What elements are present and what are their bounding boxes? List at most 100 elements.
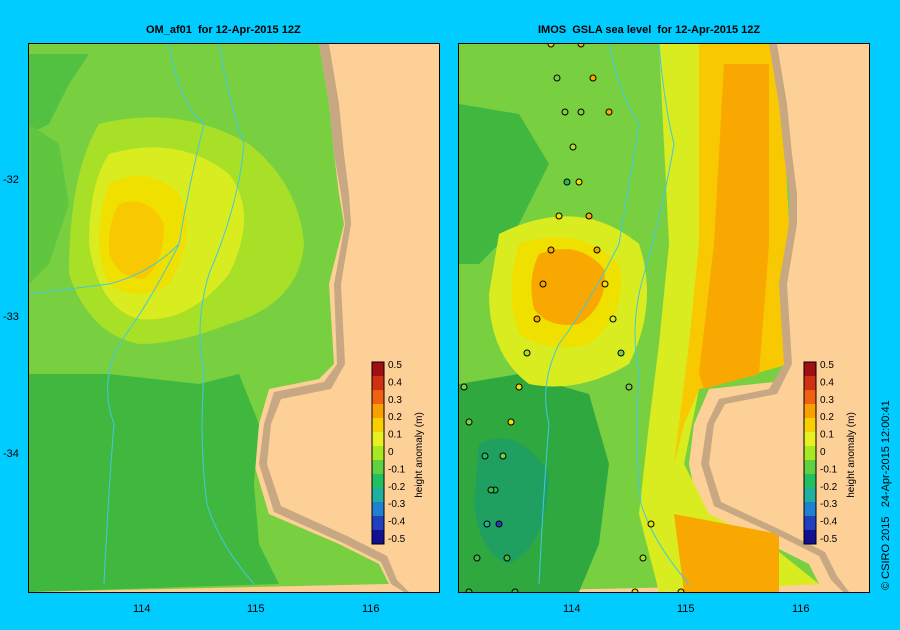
land-mass <box>267 44 439 592</box>
ocean-low-lobe <box>29 124 69 284</box>
colorbar-swatch <box>804 460 816 475</box>
observation-point <box>609 315 617 323</box>
colorbar-tick-label: -0.4 <box>820 517 838 528</box>
colorbar-tick-label: -0.1 <box>388 464 406 475</box>
ocean-high-lobe <box>699 64 769 389</box>
colorbar-swatch <box>372 432 384 447</box>
observation-point <box>647 520 655 528</box>
observation-point <box>547 44 555 48</box>
colorbar-swatch <box>372 474 384 489</box>
observation-point <box>605 108 613 116</box>
left-map-panel <box>28 43 440 593</box>
lon-tick: 115 <box>677 603 695 615</box>
colorbar-swatch <box>372 530 384 545</box>
colorbar-tick-label: -0.5 <box>820 534 838 545</box>
colorbar-swatch <box>804 488 816 503</box>
observation-point <box>639 554 647 562</box>
colorbar-swatch <box>372 418 384 433</box>
colorbar-tick-label: 0.4 <box>388 377 402 388</box>
lon-tick: 114 <box>133 603 151 615</box>
lat-tick: -32 <box>3 174 19 186</box>
colorbar-left: 0.5 0.4 0.3 0.2 0.1 0 -0.1 -0.2 -0.3 -0.4 -0.5 heig… <box>370 360 430 550</box>
colorbar-tick-label: 0.1 <box>388 430 402 441</box>
observation-point <box>553 74 561 82</box>
right-panel-title: IMOS GSLA sea level for 12-Apr-2015 12Z <box>538 24 761 36</box>
observation-point <box>593 246 601 254</box>
observation-point <box>563 178 571 186</box>
colorbar-border <box>371 361 385 545</box>
colorbar-tick-label: 0.2 <box>388 412 402 423</box>
colorbar-swatch <box>804 530 816 545</box>
observation-point <box>507 418 515 426</box>
bathymetry-line <box>538 44 640 585</box>
ocean-high-lobe <box>108 201 164 279</box>
colorbar-tick-label: -0.4 <box>388 517 406 528</box>
colorbar-swatch <box>372 390 384 405</box>
observation-point <box>503 554 511 562</box>
ocean-low-lobe <box>29 374 279 592</box>
colorbar-swatch <box>372 362 384 377</box>
bathymetry-line <box>29 243 180 295</box>
colorbar-tick-label: 0.2 <box>820 412 834 423</box>
observation-points <box>460 44 685 592</box>
lat-tick: -34 <box>3 448 19 460</box>
colorbar-tick-label: 0.4 <box>820 377 834 388</box>
right-map-svg <box>459 44 869 592</box>
colorbar-swatch <box>804 474 816 489</box>
colorbar-label: height anomaly (m) <box>414 412 425 498</box>
observation-point <box>539 280 547 288</box>
observation-point <box>483 520 491 528</box>
colorbar-swatch <box>372 502 384 517</box>
colorbar-swatch <box>804 362 816 377</box>
colorbar-svg: 0.5 0.4 0.3 0.2 0.1 0 -0.1 -0.2 -0.3 -0.4 -0.5 heig… <box>371 360 425 545</box>
bathymetry-line <box>103 44 205 585</box>
ocean-low-lobe <box>474 438 549 564</box>
observation-point <box>617 349 625 357</box>
observation-point <box>585 212 593 220</box>
colorbar-swatch <box>804 390 816 405</box>
observation-point <box>511 588 519 592</box>
colorbar-swatch <box>804 446 816 461</box>
colorbar-swatch <box>804 376 816 391</box>
observation-point <box>677 588 685 592</box>
observation-point <box>481 452 489 460</box>
colorbar-right: 0.5 0.4 0.3 0.2 0.1 0 -0.1 -0.2 -0.3 -0.4 -0.5 heig… <box>802 360 862 550</box>
colorbar-swatch <box>804 404 816 419</box>
lon-tick: 114 <box>563 603 581 615</box>
ocean-high-lobe <box>674 514 779 592</box>
ocean-low-lobe <box>29 54 89 134</box>
observation-point <box>575 178 583 186</box>
colorbar-tick-label: -0.3 <box>388 499 406 510</box>
observation-point <box>465 418 473 426</box>
colorbar-tick-label: 0.3 <box>820 395 834 406</box>
colorbar-swatch <box>804 418 816 433</box>
observation-point <box>465 588 473 592</box>
colorbar-tick-label: 0.5 <box>820 360 834 371</box>
observation-point <box>495 520 503 528</box>
observation-point <box>523 349 531 357</box>
colorbar-tick-label: -0.2 <box>388 482 406 493</box>
observation-point <box>499 452 507 460</box>
ocean-low-lobe <box>459 104 549 264</box>
colorbar-swatch <box>804 516 816 531</box>
observation-point <box>515 383 523 391</box>
left-map-svg <box>29 44 439 592</box>
colorbar-swatch <box>372 376 384 391</box>
land-mass <box>709 44 869 592</box>
observation-point <box>631 588 639 592</box>
colorbar-swatch <box>372 446 384 461</box>
colorbar-tick-label: 0.5 <box>388 360 402 371</box>
colorbar-tick-label: -0.3 <box>820 499 838 510</box>
observation-point <box>569 143 577 151</box>
lon-tick: 116 <box>362 603 380 615</box>
observation-point <box>625 383 633 391</box>
lon-tick: 116 <box>792 603 810 615</box>
colorbar-svg: 0.5 0.4 0.3 0.2 0.1 0 -0.1 -0.2 -0.3 -0.4 -0.5 heig… <box>803 360 857 545</box>
observation-point <box>589 74 597 82</box>
copyright-text: © CSIRO 2015 24-Apr-2015 12:00:41 <box>880 400 892 590</box>
colorbar-swatch <box>804 502 816 517</box>
colorbar-label: height anomaly (m) <box>846 412 857 498</box>
observation-point <box>577 44 585 48</box>
colorbar-swatch <box>372 516 384 531</box>
observation-point <box>473 554 481 562</box>
